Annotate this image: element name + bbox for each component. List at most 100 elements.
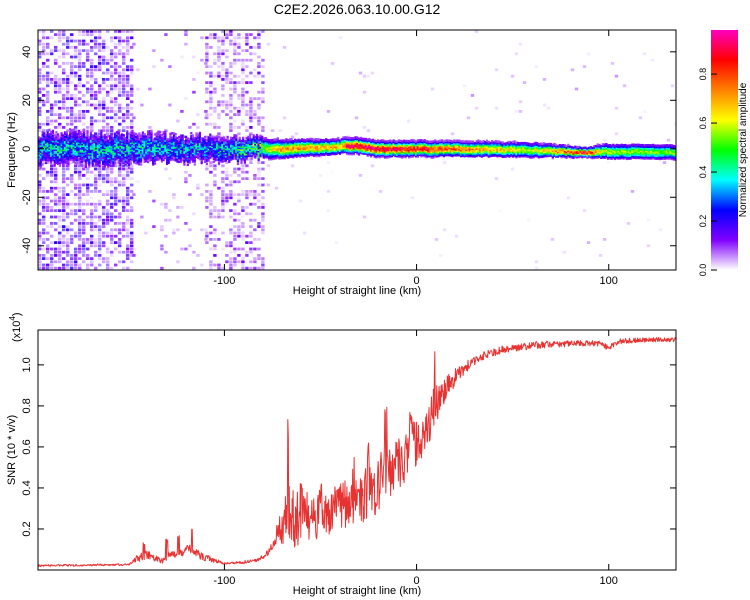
spectrogram-cell [126,231,130,235]
spectrogram-band-cell [105,159,108,162]
spectrogram-band-cell [84,152,87,155]
spectrogram-band-cell [86,137,89,140]
spectrogram-band-cell [242,145,245,148]
spectrogram-band-cell [181,141,184,144]
spectrogram-band-cell [169,150,172,153]
spectrogram-band-cell [191,147,195,150]
spectrogram-band-cell [219,138,222,141]
spectrogram-cell [42,167,46,171]
spectrogram-band-cell [252,144,255,147]
spectrogram-band-cell [174,136,177,139]
spectrogram-band-cell [169,135,172,138]
spectrogram-band-cell [292,144,295,147]
spectrogram-band-cell [63,142,67,146]
spectrogram-cell [229,33,233,36]
spectrogram-band-cell [283,156,286,160]
spectrogram-band-cell [264,137,267,140]
spectrogram-band-cell [166,148,169,151]
spectrogram-cell [126,186,130,190]
spectrogram-band-cell [148,134,151,137]
spectrogram-band-cell [186,155,189,158]
spectrogram-band-cell [166,155,169,158]
spectrogram-cell [94,238,98,241]
spectrogram-cell [54,78,58,81]
spectrogram-band-cell [306,152,309,156]
spectrogram-cell [126,161,130,164]
spectrogram-band-cell [243,154,246,158]
spectrogram-cell [261,161,265,164]
spectrogram-band-cell [79,150,82,153]
spectrogram-cell [229,42,233,46]
spectrogram-band-cell [127,140,131,143]
spectrogram-band-cell [48,147,51,150]
spectrogram-band-cell [102,159,105,163]
spectrogram-band-cell [122,157,125,160]
spectrogram-cell [233,84,237,88]
spectrogram-band-cell [43,149,46,153]
spectrogram-band-cell [238,146,241,150]
spectrogram-band-cell [349,138,352,141]
spectrogram-cell [241,62,245,65]
spectrogram-band-cell [297,144,300,147]
spectrogram-band-cell [117,129,120,132]
spectrogram-cell [200,193,204,196]
spectrogram-cell [213,231,217,235]
spectrogram-band-cell [81,151,84,155]
spectrogram-band-cell [150,133,153,137]
spectrogram-band-cell [115,136,118,140]
spectrogram-cell [221,52,225,56]
spectrogram-cell [106,132,110,136]
spectrogram-cell [114,68,118,72]
spectrogram-band-cell [363,149,366,152]
spectrogram-cell [261,266,265,270]
spectrogram-band-cell [72,128,75,131]
spectrogram-band-cell [63,151,67,155]
spectrogram-band-cell [81,153,84,156]
spectrogram-band-cell [228,150,231,153]
spectrogram-band-cell [72,137,75,140]
spectrogram-band-cell [145,139,148,143]
spectrogram-band-cell [79,139,82,143]
spectrogram-cell [90,65,94,68]
spectrogram-cell [118,180,122,184]
spectrogram-cell [90,49,94,52]
spectrogram-cell [42,199,46,203]
spectrogram-band-cell [136,152,139,155]
spectrogram-cell [233,58,237,62]
spectrogram-cell [209,103,213,107]
spectrogram-cell [82,33,86,36]
spectrogram-band-cell [281,145,285,148]
spectrogram-cell [62,196,66,200]
spectrogram-band-cell [83,159,86,162]
spectrogram-band-cell [133,146,136,150]
spectrogram-band-cell [93,139,96,142]
spectrogram-band-cell [53,154,56,157]
spectrogram-cell [50,71,54,75]
spectrogram-cell [58,209,62,212]
spectrogram-band-cell [276,137,279,140]
spectrogram-band-cell [230,136,233,139]
spectrogram-band-cell [122,145,125,149]
spectrogram-cell [38,234,42,238]
spectrogram-band-cell [152,145,155,149]
spectrogram-cell [245,49,249,52]
spectrogram-cell [86,238,90,241]
spectrogram-band-cell [197,137,200,141]
spectrogram-band-cell [38,145,41,148]
spectrogram-cell [213,174,217,177]
spectrogram-band-cell [96,162,99,166]
spectrogram-band-cell [136,136,139,139]
spectrogram-cell [110,241,114,244]
spectrogram-band-cell [212,140,215,143]
spectrogram-band-cell [204,157,207,160]
spectrogram-cell [46,42,50,46]
spectrogram-band-cell [79,161,82,165]
spectrogram-cell [298,199,303,203]
spectrogram-band-cell [133,138,136,141]
spectrogram-band-cell [76,138,79,142]
spectrogram-band-cell [121,159,124,162]
spectrogram-band-cell [202,150,205,153]
spectrogram-band-cell [176,142,179,146]
spectrogram-cell [130,206,134,209]
spectrogram-band-cell [195,145,198,148]
